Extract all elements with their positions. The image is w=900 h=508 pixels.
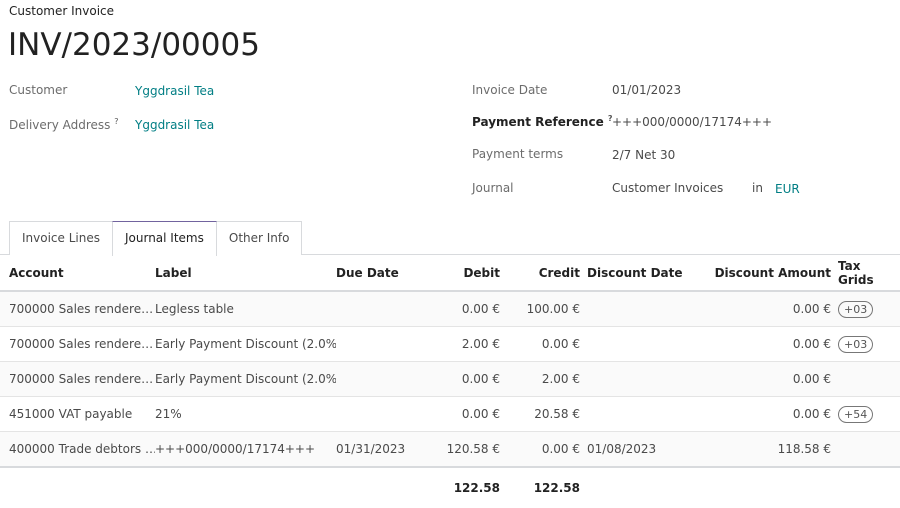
currency-field[interactable]: EUR — [775, 182, 800, 196]
journal-in-text: in — [752, 181, 763, 195]
discount-date-cell — [580, 291, 700, 327]
account-cell: 400000 Trade debtors … — [0, 431, 155, 468]
column-discount-date[interactable]: Discount Date — [580, 255, 700, 292]
invoice-date-field[interactable]: 01/01/2023 — [612, 83, 682, 97]
label-cell: Early Payment Discount (2.0%) — [155, 361, 336, 397]
debit-cell: 2.00 € — [446, 326, 500, 362]
tax-grids-cell — [831, 361, 900, 397]
journal-items-table: Account Label Due Date Debit Credit Disc… — [0, 255, 900, 508]
debit-cell: 0.00 € — [446, 361, 500, 397]
tab-other-info[interactable]: Other Info — [215, 221, 303, 255]
debit-cell: 0.00 € — [446, 291, 500, 327]
discount-amount-cell: 0.00 € — [700, 396, 831, 432]
debit-cell: 0.00 € — [446, 396, 500, 432]
due-date-cell — [336, 326, 446, 362]
table-row[interactable]: 700000 Sales rendere… Early Payment Disco… — [0, 326, 900, 362]
credit-cell: 0.00 € — [500, 326, 580, 362]
totals-row: 122.58 122.58 — [0, 467, 900, 508]
tab-journal-items[interactable]: Journal Items — [111, 221, 217, 256]
account-cell: 700000 Sales rendere… — [0, 326, 155, 362]
due-date-cell: 01/31/2023 — [336, 431, 446, 468]
invoice-date-label: Invoice Date — [472, 83, 548, 97]
tax-grids-cell: +54 — [831, 396, 900, 432]
column-label[interactable]: Label — [155, 255, 336, 292]
credit-cell: 20.58 € — [500, 396, 580, 432]
label-cell: Legless table — [155, 291, 336, 327]
payment-terms-field[interactable]: 2/7 Net 30 — [612, 148, 676, 162]
label-cell: 21% — [155, 396, 336, 432]
due-date-cell — [336, 361, 446, 397]
document-type: Customer Invoice — [9, 4, 115, 18]
discount-date-cell — [580, 361, 700, 397]
debit-cell: 120.58 € — [446, 431, 500, 468]
total-credit: 122.58 — [533, 481, 580, 495]
payment-reference-field[interactable]: +++000/0000/17174+++ — [612, 115, 773, 129]
label-cell: +++000/0000/17174+++ — [155, 431, 336, 468]
tax-grids-cell — [831, 431, 900, 468]
discount-amount-cell: 118.58 € — [700, 431, 831, 468]
tax-grids-cell: +03 — [831, 291, 900, 327]
discount-amount-cell: 0.00 € — [700, 361, 831, 397]
payment-reference-label: Payment Reference ? — [472, 114, 613, 129]
column-due-date[interactable]: Due Date — [336, 255, 446, 292]
label-cell: Early Payment Discount (2.0%) — [155, 326, 336, 362]
account-cell: 700000 Sales rendere… — [0, 361, 155, 397]
notebook-tabs: Invoice Lines Journal Items Other Info — [9, 221, 303, 256]
discount-date-cell — [580, 396, 700, 432]
tax-grids-cell: +03 — [831, 326, 900, 362]
customer-field[interactable]: Yggdrasil Tea — [135, 84, 215, 98]
help-icon[interactable]: ? — [607, 114, 613, 123]
journal-field[interactable]: Customer Invoices — [612, 181, 724, 195]
column-discount-amount[interactable]: Discount Amount — [700, 255, 831, 292]
delivery-address-field[interactable]: Yggdrasil Tea — [135, 118, 215, 132]
payment-terms-label: Payment terms — [472, 147, 564, 161]
help-icon[interactable]: ? — [114, 117, 119, 126]
column-credit[interactable]: Credit — [500, 255, 580, 292]
table-header: Account Label Due Date Debit Credit Disc… — [0, 255, 900, 292]
discount-amount-cell: 0.00 € — [700, 291, 831, 327]
credit-cell: 100.00 € — [500, 291, 580, 327]
tab-divider — [0, 254, 900, 255]
discount-amount-cell: 0.00 € — [700, 326, 831, 362]
tax-grid-badge[interactable]: +03 — [838, 335, 874, 353]
discount-date-cell: 01/08/2023 — [580, 431, 700, 468]
due-date-cell — [336, 291, 446, 327]
table-row[interactable]: 700000 Sales rendere… Legless table 0.00 €… — [0, 291, 900, 327]
credit-cell: 2.00 € — [500, 361, 580, 397]
due-date-cell — [336, 396, 446, 432]
credit-cell: 0.00 € — [500, 431, 580, 468]
table-row[interactable]: 451000 VAT payable 21% 0.00 €20.58 €0.00 €… — [0, 396, 900, 432]
tax-grid-badge[interactable]: +54 — [838, 405, 874, 423]
invoice-number: INV/2023/00005 — [8, 27, 260, 63]
delivery-address-label: Delivery Address ? — [9, 117, 119, 132]
customer-label: Customer — [9, 83, 68, 97]
account-cell: 451000 VAT payable — [0, 396, 155, 432]
table-row[interactable]: 700000 Sales rendere… Early Payment Disco… — [0, 361, 900, 397]
journal-label: Journal — [472, 181, 514, 195]
tax-grid-badge[interactable]: +03 — [838, 300, 874, 318]
column-account[interactable]: Account — [0, 255, 155, 292]
delivery-address-label-text: Delivery Address — [9, 118, 111, 132]
tab-invoice-lines[interactable]: Invoice Lines — [9, 221, 113, 255]
column-tax-grids[interactable]: Tax Grids — [831, 255, 900, 292]
column-debit[interactable]: Debit — [446, 255, 500, 292]
account-cell: 700000 Sales rendere… — [0, 291, 155, 327]
table-row[interactable]: 400000 Trade debtors … +++000/0000/17174+… — [0, 431, 900, 468]
total-debit: 122.58 — [453, 481, 500, 495]
discount-date-cell — [580, 326, 700, 362]
payment-reference-label-text: Payment Reference — [472, 115, 604, 129]
